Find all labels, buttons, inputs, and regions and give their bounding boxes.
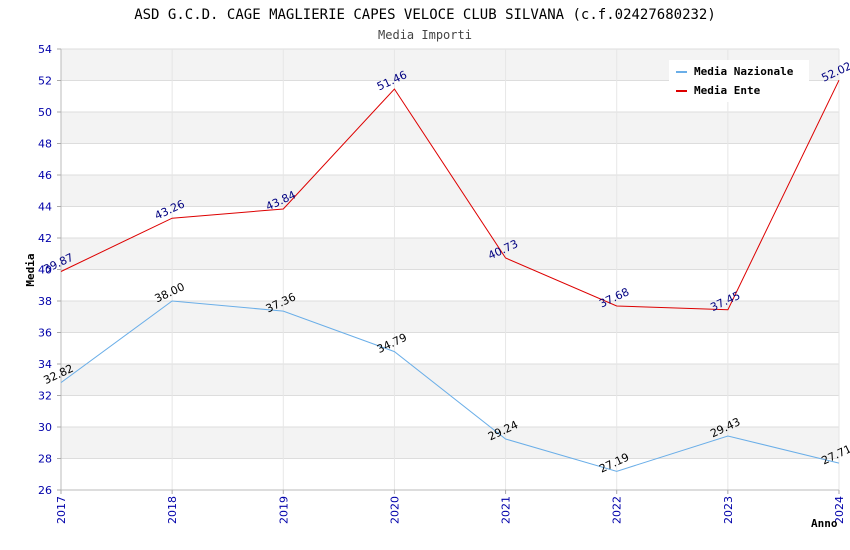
- legend-label-media-nazionale: Media Nazionale: [694, 65, 794, 78]
- plot-band: [61, 112, 839, 144]
- plot-band: [61, 332, 839, 364]
- y-tick-label: 42: [38, 232, 52, 245]
- legend: Media Nazionale Media Ente: [669, 60, 809, 102]
- y-tick-label: 52: [38, 75, 52, 88]
- plot-band: [61, 458, 839, 490]
- y-tick-label: 38: [38, 295, 52, 308]
- y-tick-label: 30: [38, 421, 52, 434]
- y-tick-label: 40: [38, 264, 52, 277]
- plot-band: [61, 175, 839, 207]
- plot-band: [61, 301, 839, 333]
- series-line-media-nazionale: [60, 300, 840, 472]
- plot-band: [61, 143, 839, 175]
- y-tick-label: 50: [38, 106, 52, 119]
- plot-band: [61, 269, 839, 301]
- legend-label-media-ente: Media Ente: [694, 84, 761, 97]
- plot-band: [61, 395, 839, 427]
- x-tick-label: 2021: [500, 496, 513, 524]
- y-axis-label: Media: [24, 253, 37, 286]
- y-tick-label: 26: [38, 484, 52, 497]
- series-line-media-ente: [60, 79, 840, 311]
- y-tick-label: 48: [38, 138, 52, 151]
- x-tick-label: 2024: [833, 496, 846, 524]
- x-tick-label: 2017: [55, 496, 68, 524]
- x-tick-label: 2020: [388, 496, 401, 524]
- y-tick-label: 54: [38, 43, 52, 56]
- legend-box: [669, 60, 809, 102]
- x-axis-ticks: 2017 2018 2019 2020 2021 2022 2023 2024: [55, 490, 846, 524]
- y-tick-label: 36: [38, 327, 52, 340]
- x-tick-label: 2019: [277, 496, 290, 524]
- x-axis-label: Anno: [811, 517, 838, 530]
- gridlines: [60, 48, 840, 491]
- y-axis-ticks: 26 28 30 32 34 36 38 40 42 44 46 48 50 52 54: [38, 43, 61, 497]
- x-tick-label: 2022: [611, 496, 624, 524]
- series-lines: [60, 79, 840, 472]
- x-tick-label: 2023: [722, 496, 735, 524]
- y-tick-label: 28: [38, 453, 52, 466]
- y-tick-label: 46: [38, 169, 52, 182]
- plot-background: [61, 49, 839, 490]
- plot-band: [61, 206, 839, 238]
- chart-subtitle: Media Importi: [378, 28, 472, 42]
- plot-band: [61, 238, 839, 270]
- chart-title: ASD G.C.D. CAGE MAGLIERIE CAPES VELOCE C…: [134, 7, 716, 23]
- y-tick-label: 34: [38, 358, 52, 371]
- plot-band: [61, 427, 839, 459]
- y-tick-label: 44: [38, 201, 52, 214]
- y-tick-label: 32: [38, 390, 52, 403]
- x-tick-label: 2018: [166, 496, 179, 524]
- plot-band: [61, 364, 839, 396]
